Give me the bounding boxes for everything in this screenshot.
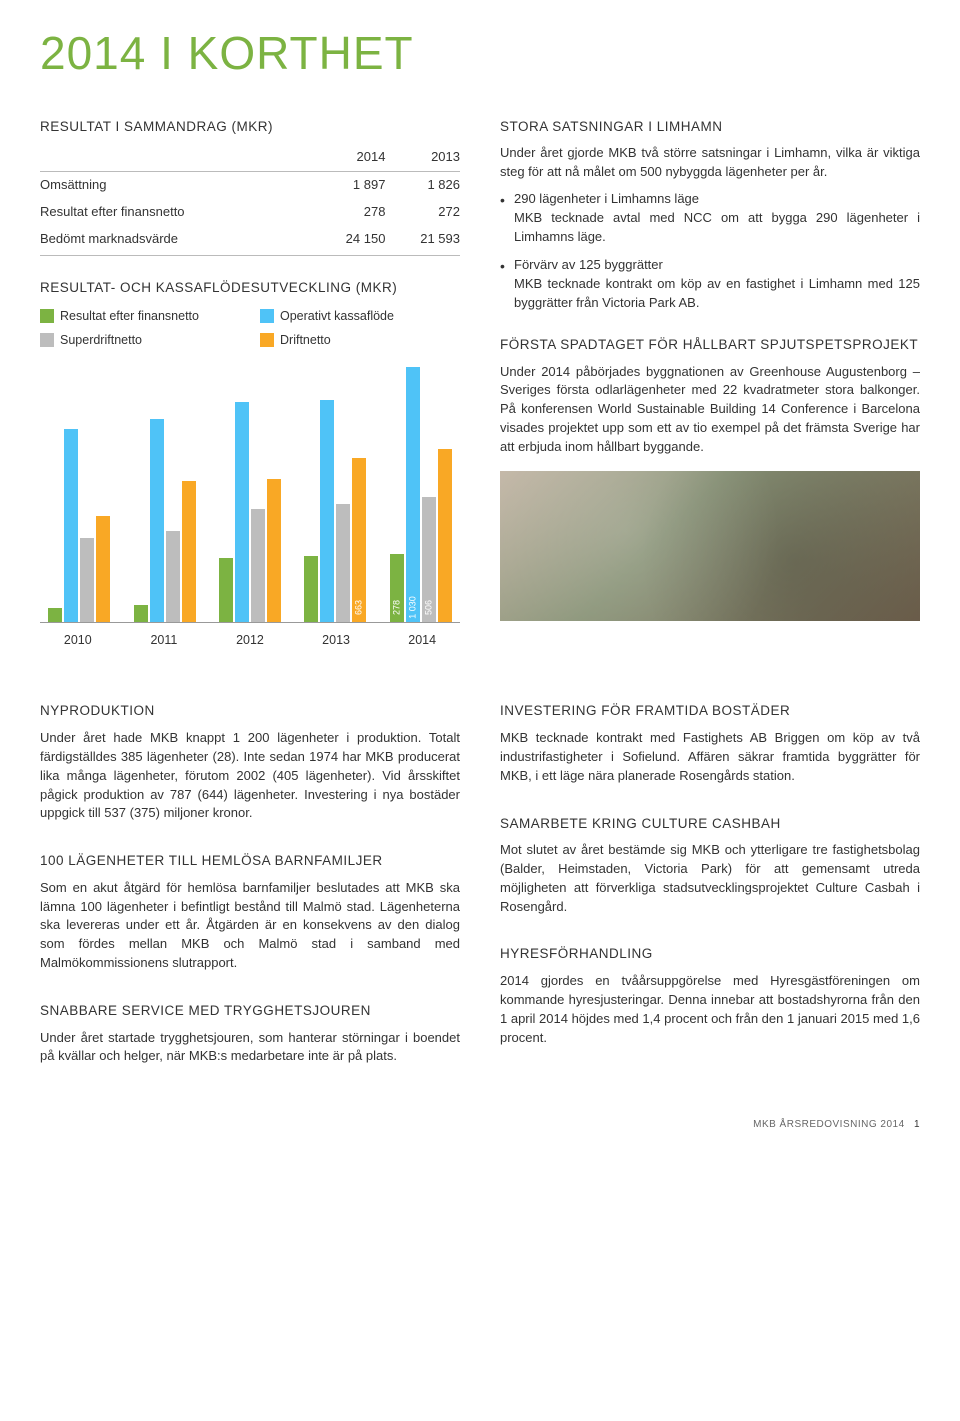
bar-value-label: 1 030 bbox=[406, 597, 419, 620]
lower-columns: NYPRODUKTION Under året hade MKB knappt 1… bbox=[40, 701, 920, 1094]
text-block: INVESTERING FÖR FRAMTIDA BOSTÄDER MKB tec… bbox=[500, 701, 920, 785]
block-heading: INVESTERING FÖR FRAMTIDA BOSTÄDER bbox=[500, 701, 920, 721]
table-heading: RESULTAT I SAMMANDRAG (MKR) bbox=[40, 117, 460, 137]
bar-superdrift bbox=[251, 509, 265, 623]
bar-operativt bbox=[64, 429, 78, 622]
bar-value-label: 663 bbox=[353, 600, 366, 615]
th-2013: 2013 bbox=[385, 144, 460, 171]
x-axis-label: 2012 bbox=[212, 631, 288, 649]
upper-columns: RESULTAT I SAMMANDRAG (MKR) 2014 2013 Om… bbox=[40, 117, 920, 664]
spadtaget-heading: FÖRSTA SPADTAGET FÖR HÅLLBART SPJUTSPETS… bbox=[500, 335, 920, 355]
x-axis-label: 2011 bbox=[126, 631, 202, 649]
legend-label: Resultat efter finansnetto bbox=[60, 307, 199, 325]
bullet-item: Förvärv av 125 byggrätter MKB tecknade ko… bbox=[500, 256, 920, 313]
bullet-item: 290 lägenheter i Limhamns läge MKB teckna… bbox=[500, 190, 920, 247]
spadtaget-body: Under 2014 påbörjades byggnationen av Gr… bbox=[500, 363, 920, 457]
legend-swatch bbox=[260, 333, 274, 347]
table-row: Omsättning 1 897 1 826 bbox=[40, 172, 460, 199]
th-blank bbox=[40, 144, 311, 171]
legend-swatch bbox=[40, 333, 54, 347]
bullet-title: 290 lägenheter i Limhamns läge bbox=[514, 191, 699, 206]
footer-text: MKB ÅRSREDOVISNING 2014 bbox=[753, 1119, 905, 1130]
block-heading: NYPRODUKTION bbox=[40, 701, 460, 721]
year-group bbox=[127, 419, 202, 622]
th-2014: 2014 bbox=[311, 144, 386, 171]
bar-operativt bbox=[320, 400, 334, 623]
bar-operativt bbox=[235, 402, 249, 622]
block-body: Som en akut åtgärd för hemlösa barnfamil… bbox=[40, 879, 460, 973]
legend-swatch bbox=[260, 309, 274, 323]
chart-legend: Resultat efter finansnetto Operativt kass… bbox=[40, 307, 460, 349]
legend-label: Operativt kassaflöde bbox=[280, 307, 394, 325]
text-block: NYPRODUKTION Under året hade MKB knappt 1… bbox=[40, 701, 460, 823]
text-block: SNABBARE SERVICE MED TRYGGHETSJOUREN Unde… bbox=[40, 1001, 460, 1066]
bar-driftnetto: 663 bbox=[352, 458, 366, 622]
x-axis-label: 2010 bbox=[40, 631, 116, 649]
block-body: Mot slutet av året bestämde sig MKB och … bbox=[500, 841, 920, 916]
block-heading: HYRESFÖRHANDLING bbox=[500, 944, 920, 964]
table-row: Resultat efter finansnetto 278 272 bbox=[40, 199, 460, 226]
year-group bbox=[42, 429, 117, 622]
bar-superdrift bbox=[80, 538, 94, 622]
legend-item: Operativt kassaflöde bbox=[260, 307, 440, 325]
bar-resultat bbox=[304, 556, 318, 623]
bar-resultat bbox=[219, 558, 233, 622]
bar-driftnetto bbox=[96, 516, 110, 622]
legend-label: Driftnetto bbox=[280, 331, 331, 349]
table-row: Bedömt marknadsvärde 24 150 21 593 bbox=[40, 226, 460, 255]
year-group bbox=[213, 402, 288, 622]
block-heading: 100 LÄGENHETER TILL HEMLÖSA BARNFAMILJER bbox=[40, 851, 460, 871]
legend-item: Superdriftnetto bbox=[40, 331, 220, 349]
bullet-body: MKB tecknade kontrakt om köp av en fasti… bbox=[514, 276, 920, 310]
block-body: Under året hade MKB knappt 1 200 lägenhe… bbox=[40, 729, 460, 823]
bar-resultat: 278 bbox=[390, 554, 404, 623]
footer-page: 1 bbox=[914, 1119, 920, 1130]
bullet-title: Förvärv av 125 byggrätter bbox=[514, 257, 663, 272]
bullet-list: 290 lägenheter i Limhamns läge MKB teckna… bbox=[500, 190, 920, 313]
photo-placeholder bbox=[500, 471, 920, 621]
legend-item: Driftnetto bbox=[260, 331, 440, 349]
page-footer: MKB ÅRSREDOVISNING 2014 1 bbox=[40, 1118, 920, 1133]
x-axis-label: 2014 bbox=[384, 631, 460, 649]
text-block: 100 LÄGENHETER TILL HEMLÖSA BARNFAMILJER… bbox=[40, 851, 460, 973]
bar-superdrift bbox=[166, 531, 180, 623]
bar-driftnetto bbox=[438, 449, 452, 622]
year-group: 663 bbox=[298, 400, 373, 623]
bar-operativt bbox=[150, 419, 164, 622]
bullet-body: MKB tecknade avtal med NCC om att bygga … bbox=[514, 210, 920, 244]
page-title: 2014 I KORTHET bbox=[40, 20, 920, 87]
x-axis-label: 2013 bbox=[298, 631, 374, 649]
block-heading: SAMARBETE KRING CULTURE CASHBAH bbox=[500, 814, 920, 834]
bar-driftnetto bbox=[267, 479, 281, 623]
bar-value-label: 278 bbox=[390, 600, 403, 615]
year-group: 2781 030506 bbox=[383, 367, 458, 622]
bar-resultat bbox=[134, 605, 148, 622]
bar-operativt: 1 030 bbox=[406, 367, 420, 622]
bar-superdrift: 506 bbox=[422, 497, 436, 622]
block-body: 2014 gjordes en tvåårsuppgörelse med Hyr… bbox=[500, 972, 920, 1047]
bar-value-label: 506 bbox=[422, 600, 435, 615]
block-body: MKB tecknade kontrakt med Fastighets AB … bbox=[500, 729, 920, 786]
legend-label: Superdriftnetto bbox=[60, 331, 142, 349]
bar-driftnetto bbox=[182, 481, 196, 622]
block-heading: SNABBARE SERVICE MED TRYGGHETSJOUREN bbox=[40, 1001, 460, 1021]
chart-heading: RESULTAT- OCH KASSAFLÖDESUTVECKLING (MKR… bbox=[40, 278, 460, 298]
block-body: Under året startade trygghetsjouren, som… bbox=[40, 1029, 460, 1067]
stora-satsningar-intro: Under året gjorde MKB två större satsnin… bbox=[500, 144, 920, 182]
bar-superdrift bbox=[336, 504, 350, 623]
financial-table: 2014 2013 Omsättning 1 897 1 826 Resulta… bbox=[40, 144, 460, 255]
bar-resultat bbox=[48, 608, 62, 623]
legend-swatch bbox=[40, 309, 54, 323]
bar-chart: 663 2781 030506 2010 2011 2012 2013 2014 bbox=[40, 363, 460, 663]
legend-item: Resultat efter finansnetto bbox=[40, 307, 220, 325]
text-block: SAMARBETE KRING CULTURE CASHBAH Mot slute… bbox=[500, 814, 920, 917]
stora-satsningar-heading: STORA SATSNINGAR I LIMHAMN bbox=[500, 117, 920, 137]
text-block: HYRESFÖRHANDLING 2014 gjordes en tvåårsup… bbox=[500, 944, 920, 1047]
